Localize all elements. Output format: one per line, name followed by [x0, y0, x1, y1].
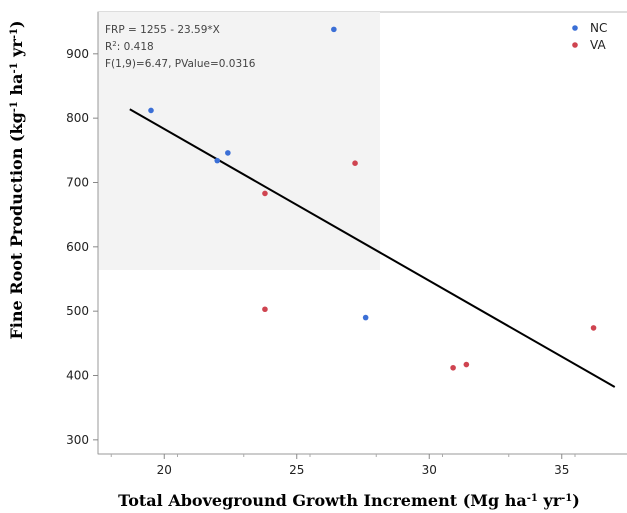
data-point-nc	[148, 107, 154, 114]
data-point-nc	[214, 157, 221, 164]
regression-line	[129, 108, 616, 388]
data-point-va	[352, 160, 358, 166]
x-axis-title: Total Aboveground Growth Increment (Mg h…	[118, 491, 580, 510]
legend-label-va: VA	[590, 38, 606, 52]
y-tick-label: 900	[66, 47, 89, 61]
legend-label-nc: NC	[590, 21, 607, 35]
data-point-nc	[331, 26, 337, 33]
data-point-nc	[225, 150, 231, 156]
data-points	[148, 26, 597, 371]
y-tick-label: 300	[66, 433, 89, 447]
regression-line-group	[129, 108, 616, 388]
data-point-va	[463, 361, 470, 368]
y-tick-label: 500	[66, 304, 89, 318]
y-tick-label: 700	[66, 175, 89, 189]
y-axis-title: Fine Root Production (kg-1 ha-1 yr-1)	[7, 20, 26, 339]
x-tick-label: 30	[422, 463, 437, 477]
stats-anova: F(1,9)=6.47, PValue=0.0316	[105, 58, 256, 70]
data-point-va	[450, 364, 456, 371]
legend-marker-nc	[572, 25, 578, 31]
legend-marker-va	[572, 42, 578, 48]
y-tick-label: 800	[66, 111, 89, 125]
stats-box-background	[98, 12, 380, 270]
stats-r-squared: R2: 0.418	[105, 40, 154, 53]
y-tick-label: 400	[66, 369, 89, 383]
x-tick-label: 20	[157, 463, 172, 477]
stats-equation: FRP = 1255 - 23.59*X	[105, 24, 220, 36]
data-point-nc	[362, 314, 369, 321]
data-point-va	[262, 190, 268, 197]
data-point-va	[262, 306, 268, 313]
y-tick-label: 600	[66, 240, 89, 254]
x-tick-label: 35	[554, 463, 569, 477]
data-point-va	[590, 325, 597, 331]
x-tick-label: 25	[289, 463, 304, 477]
y-axis: 300 400 500 600 700 800 900	[66, 12, 99, 454]
x-axis: 20 25 30 35	[98, 453, 627, 477]
legend: NC VA	[572, 21, 607, 52]
stats-box: FRP = 1255 - 23.59*X R2: 0.418 F(1,9)=6.…	[105, 24, 256, 70]
